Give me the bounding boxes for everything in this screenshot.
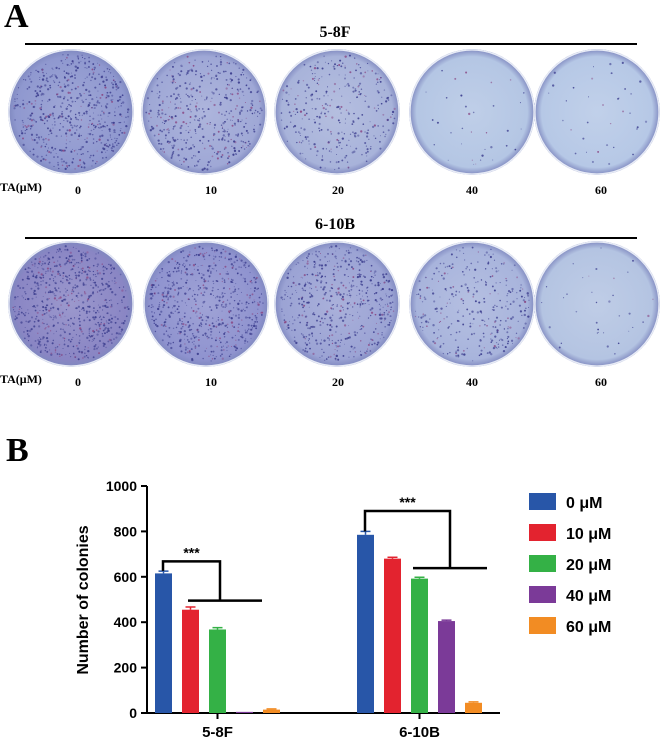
legend-label: 0 μM (566, 495, 602, 512)
bar-6-10B-0μM (357, 534, 374, 713)
legend-label: 60 μM (566, 619, 611, 636)
legend-swatch (529, 524, 556, 541)
petri-dish-2-5 (534, 241, 660, 367)
legend-label: 20 μM (566, 557, 611, 574)
petri-dish-1-5 (534, 49, 660, 175)
bar-6-10B-10μM (384, 558, 401, 713)
petri-dish-1-1 (8, 49, 134, 175)
bar-5-8F-40μM (236, 711, 253, 713)
bar-5-8F-20μM (209, 629, 226, 713)
y-tick-label: 600 (114, 569, 138, 585)
petri-dish-2-3 (274, 241, 400, 367)
y-tick-label: 800 (114, 523, 138, 539)
legend-swatch (529, 586, 556, 603)
row2-title: 6-10B (315, 216, 355, 233)
row1-title: 5-8F (319, 24, 351, 41)
significance-bracket (161, 560, 222, 601)
bar-6-10B-20μM (411, 578, 428, 713)
bar-5-8F-60μM (263, 709, 280, 713)
x-tick-label: 6-10B (399, 724, 440, 741)
bar-5-8F-10μM (182, 609, 199, 713)
bar-5-8F-0μM (155, 573, 172, 713)
petri-dish-1-2 (141, 49, 267, 175)
concentration-label: 10 (205, 183, 217, 197)
concentration-label: 0 (75, 375, 81, 389)
x-tick-label: 5-8F (202, 724, 233, 741)
legend-label: 40 μM (566, 588, 611, 605)
legend-swatch (529, 617, 556, 634)
concentration-label: 60 (595, 183, 607, 197)
concentration-label: 0 (75, 183, 81, 197)
row2-ta-label: TA(μM) (0, 372, 42, 386)
y-tick-label: 0 (129, 705, 137, 721)
panel-b-letter: B (6, 432, 29, 469)
y-tick-label: 400 (114, 614, 138, 630)
significance-stars: *** (399, 494, 416, 510)
y-axis-label: Number of colonies (75, 525, 92, 674)
legend-swatch (529, 555, 556, 572)
bar-6-10B-60μM (465, 702, 482, 713)
legend-swatch (529, 493, 556, 510)
petri-dish-2-1 (8, 241, 134, 367)
row2-divider (25, 237, 637, 239)
concentration-label: 20 (332, 183, 344, 197)
petri-dish-2-4 (409, 241, 535, 367)
y-tick-label: 1000 (106, 478, 137, 494)
panel-a-letter: A (4, 0, 29, 35)
petri-dish-1-4 (409, 49, 535, 175)
bar-6-10B-40μM (438, 621, 455, 713)
concentration-label: 40 (466, 375, 478, 389)
row1-divider (25, 43, 637, 45)
legend-label: 10 μM (566, 526, 611, 543)
petri-dish-1-3 (274, 49, 400, 175)
concentration-label: 60 (595, 375, 607, 389)
concentration-label: 40 (466, 183, 478, 197)
row1-ta-label: TA(μM) (0, 180, 42, 194)
y-tick-label: 200 (114, 660, 138, 676)
concentration-label: 20 (332, 375, 344, 389)
concentration-label: 10 (205, 375, 217, 389)
petri-dish-2-2 (143, 241, 269, 367)
significance-stars: *** (183, 544, 200, 560)
significance-bracket (363, 509, 452, 569)
